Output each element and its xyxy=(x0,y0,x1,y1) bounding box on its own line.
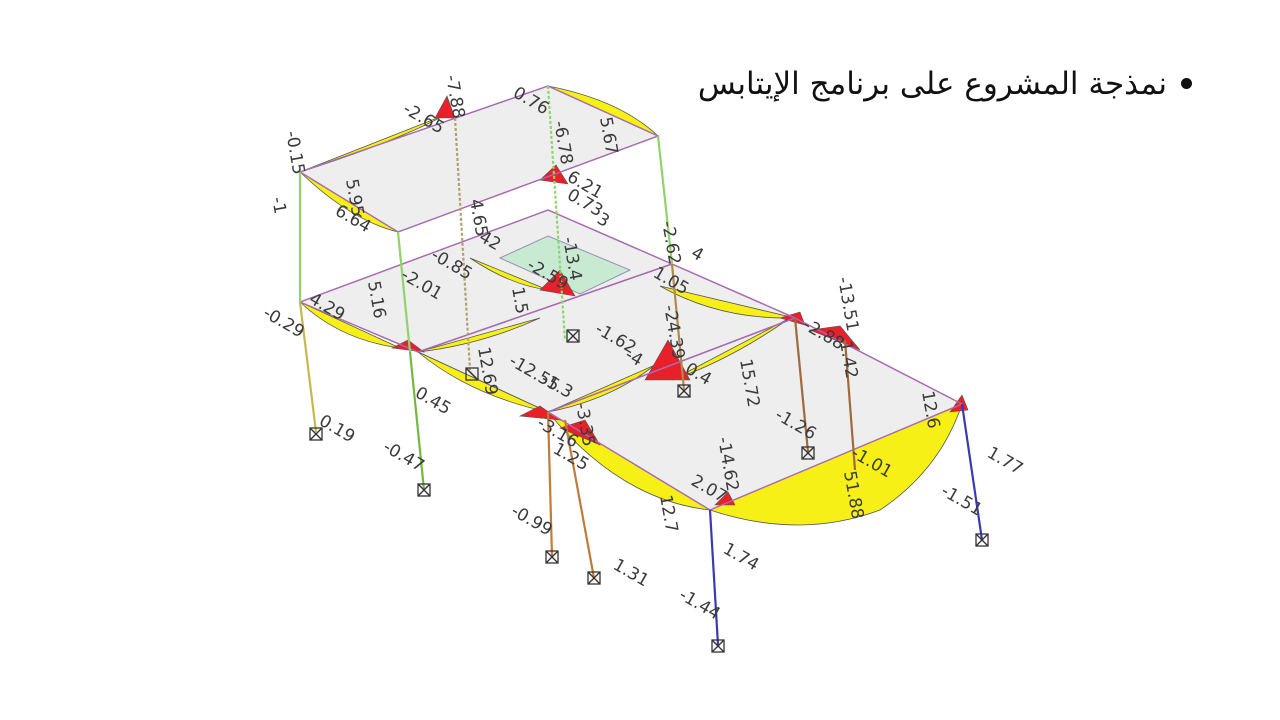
moment-curve-5 xyxy=(417,317,541,353)
moment-value-label: 4 xyxy=(688,243,707,266)
moment-peak-5 xyxy=(644,339,691,381)
column-3 xyxy=(396,231,412,353)
column-7 xyxy=(546,411,554,557)
moment-value-label: 1.31 xyxy=(610,555,653,591)
bullet-text: نمذجة المشروع على برنامج الإيتابس xyxy=(697,66,1167,102)
support-icon xyxy=(711,639,725,653)
support-icon xyxy=(309,427,323,441)
column-4 xyxy=(408,351,426,491)
moment-value-label: -1 xyxy=(267,195,290,215)
moment-value-label: 1.74 xyxy=(720,539,763,575)
column-10 xyxy=(793,317,810,453)
column-6 xyxy=(670,263,686,391)
support-icon xyxy=(417,483,431,497)
support-icon xyxy=(545,550,559,564)
column-13 xyxy=(453,117,472,371)
moment-value-label: 1.5 xyxy=(507,285,531,315)
column-9 xyxy=(708,509,720,646)
support-icon xyxy=(975,533,989,547)
column-8 xyxy=(563,419,596,579)
bullet-dot-icon xyxy=(1181,78,1192,89)
moment-value-label: 0.19 xyxy=(316,411,359,447)
moment-value-label: 0.45 xyxy=(412,383,455,419)
column-11 xyxy=(960,403,984,541)
support-icon xyxy=(587,571,601,585)
column-12 xyxy=(843,339,857,471)
moment-peak-1 xyxy=(434,95,456,119)
moment-curve-11 xyxy=(708,403,963,526)
moment-value-label: -1.51 xyxy=(938,481,986,520)
columns xyxy=(298,85,984,646)
supports xyxy=(309,329,989,653)
column-5 xyxy=(656,135,674,265)
moment-peak-4 xyxy=(539,269,576,297)
column-2 xyxy=(298,301,318,433)
support-icon xyxy=(465,367,479,381)
column-14 xyxy=(546,85,567,341)
bullet-item: نمذجة المشروع على برنامج الإيتابس xyxy=(698,66,1192,102)
moment-value-label: -0.15 xyxy=(281,129,308,176)
support-icon xyxy=(677,384,691,398)
moment-value-label: 1.77 xyxy=(984,443,1027,479)
moment-value-label: -1.44 xyxy=(676,585,724,624)
moment-value-label: -0.99 xyxy=(508,501,556,540)
support-icon xyxy=(566,329,580,343)
moment-value-label: -13.51 xyxy=(833,275,862,332)
support-icon xyxy=(801,446,815,460)
moment-value-label: -0.47 xyxy=(380,437,428,476)
moment-peak-7 xyxy=(559,419,601,446)
